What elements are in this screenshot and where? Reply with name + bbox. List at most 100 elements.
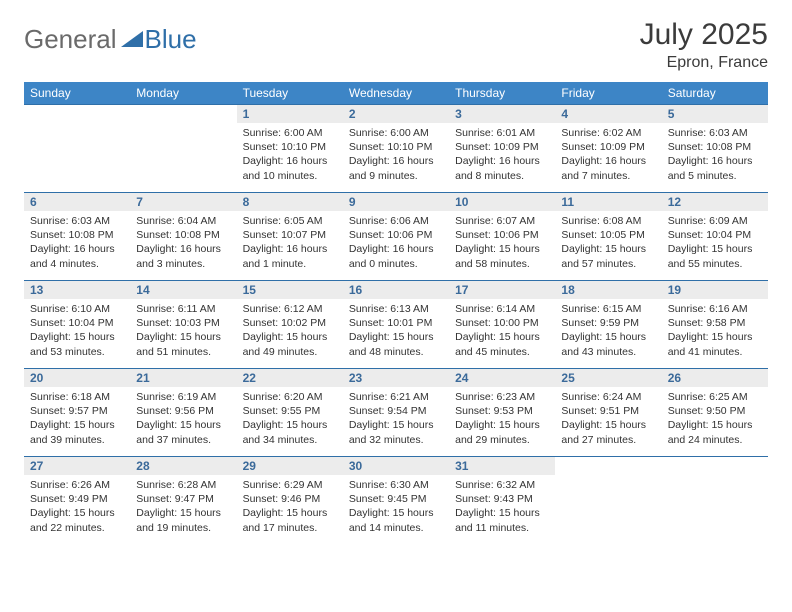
calendar-day-cell: 13Sunrise: 6:10 AMSunset: 10:04 PMDaylig… <box>24 281 130 369</box>
calendar-day-cell: 2Sunrise: 6:00 AMSunset: 10:10 PMDayligh… <box>343 105 449 193</box>
sunset-line: Sunset: 9:54 PM <box>349 404 443 418</box>
day-details: Sunrise: 6:24 AMSunset: 9:51 PMDaylight:… <box>555 387 661 451</box>
sunrise-line: Sunrise: 6:04 AM <box>136 214 230 228</box>
sunrise-line: Sunrise: 6:14 AM <box>455 302 549 316</box>
daylight-line: Daylight: 16 hours and 5 minutes. <box>668 154 762 182</box>
sunset-line: Sunset: 10:06 PM <box>455 228 549 242</box>
calendar-day-cell: 3Sunrise: 6:01 AMSunset: 10:09 PMDayligh… <box>449 105 555 193</box>
calendar-table: Sunday Monday Tuesday Wednesday Thursday… <box>24 82 768 545</box>
sunrise-line: Sunrise: 6:25 AM <box>668 390 762 404</box>
sunrise-line: Sunrise: 6:28 AM <box>136 478 230 492</box>
day-number: 17 <box>449 281 555 299</box>
weekday-header: Thursday <box>449 82 555 105</box>
calendar-day-cell: 10Sunrise: 6:07 AMSunset: 10:06 PMDaylig… <box>449 193 555 281</box>
day-details: Sunrise: 6:02 AMSunset: 10:09 PMDaylight… <box>555 123 661 187</box>
daylight-line: Daylight: 15 hours and 24 minutes. <box>668 418 762 446</box>
sunset-line: Sunset: 9:45 PM <box>349 492 443 506</box>
daylight-line: Daylight: 16 hours and 10 minutes. <box>243 154 337 182</box>
calendar-day-cell: 18Sunrise: 6:15 AMSunset: 9:59 PMDayligh… <box>555 281 661 369</box>
sunrise-line: Sunrise: 6:06 AM <box>349 214 443 228</box>
sunrise-line: Sunrise: 6:24 AM <box>561 390 655 404</box>
calendar-day-cell: 4Sunrise: 6:02 AMSunset: 10:09 PMDayligh… <box>555 105 661 193</box>
day-number: 3 <box>449 105 555 123</box>
weekday-header: Tuesday <box>237 82 343 105</box>
sunset-line: Sunset: 10:08 PM <box>30 228 124 242</box>
calendar-day-cell: 26Sunrise: 6:25 AMSunset: 9:50 PMDayligh… <box>662 369 768 457</box>
day-details: Sunrise: 6:09 AMSunset: 10:04 PMDaylight… <box>662 211 768 275</box>
logo-text-blue: Blue <box>145 24 197 55</box>
sunset-line: Sunset: 9:49 PM <box>30 492 124 506</box>
weekday-header: Monday <box>130 82 236 105</box>
day-number: 5 <box>662 105 768 123</box>
title-block: July 2025 Epron, France <box>640 18 768 72</box>
calendar-day-cell: 6Sunrise: 6:03 AMSunset: 10:08 PMDayligh… <box>24 193 130 281</box>
day-number: 11 <box>555 193 661 211</box>
daylight-line: Daylight: 15 hours and 27 minutes. <box>561 418 655 446</box>
calendar-day-cell: 12Sunrise: 6:09 AMSunset: 10:04 PMDaylig… <box>662 193 768 281</box>
day-details: Sunrise: 6:00 AMSunset: 10:10 PMDaylight… <box>237 123 343 187</box>
day-number: 15 <box>237 281 343 299</box>
sunrise-line: Sunrise: 6:16 AM <box>668 302 762 316</box>
sunset-line: Sunset: 9:46 PM <box>243 492 337 506</box>
daylight-line: Daylight: 15 hours and 48 minutes. <box>349 330 443 358</box>
day-number: 10 <box>449 193 555 211</box>
calendar-day-cell: 16Sunrise: 6:13 AMSunset: 10:01 PMDaylig… <box>343 281 449 369</box>
sunset-line: Sunset: 9:59 PM <box>561 316 655 330</box>
sunrise-line: Sunrise: 6:00 AM <box>243 126 337 140</box>
calendar-day-cell: 14Sunrise: 6:11 AMSunset: 10:03 PMDaylig… <box>130 281 236 369</box>
logo-text-gray: General <box>24 24 117 55</box>
day-details: Sunrise: 6:15 AMSunset: 9:59 PMDaylight:… <box>555 299 661 363</box>
daylight-line: Daylight: 16 hours and 1 minute. <box>243 242 337 270</box>
logo-triangle-icon <box>121 29 143 49</box>
calendar-day-cell: 7Sunrise: 6:04 AMSunset: 10:08 PMDayligh… <box>130 193 236 281</box>
sunset-line: Sunset: 10:06 PM <box>349 228 443 242</box>
page-location: Epron, France <box>640 54 768 72</box>
day-number: 28 <box>130 457 236 475</box>
day-number: 22 <box>237 369 343 387</box>
sunset-line: Sunset: 10:02 PM <box>243 316 337 330</box>
calendar-day-cell <box>662 457 768 545</box>
sunrise-line: Sunrise: 6:01 AM <box>455 126 549 140</box>
sunset-line: Sunset: 9:57 PM <box>30 404 124 418</box>
sunrise-line: Sunrise: 6:30 AM <box>349 478 443 492</box>
day-details: Sunrise: 6:32 AMSunset: 9:43 PMDaylight:… <box>449 475 555 539</box>
sunrise-line: Sunrise: 6:05 AM <box>243 214 337 228</box>
day-number: 21 <box>130 369 236 387</box>
sunrise-line: Sunrise: 6:10 AM <box>30 302 124 316</box>
day-number: 27 <box>24 457 130 475</box>
day-details: Sunrise: 6:06 AMSunset: 10:06 PMDaylight… <box>343 211 449 275</box>
weekday-header: Sunday <box>24 82 130 105</box>
day-number: 19 <box>662 281 768 299</box>
day-details: Sunrise: 6:30 AMSunset: 9:45 PMDaylight:… <box>343 475 449 539</box>
sunset-line: Sunset: 10:01 PM <box>349 316 443 330</box>
sunrise-line: Sunrise: 6:07 AM <box>455 214 549 228</box>
day-details: Sunrise: 6:11 AMSunset: 10:03 PMDaylight… <box>130 299 236 363</box>
calendar-week-row: 1Sunrise: 6:00 AMSunset: 10:10 PMDayligh… <box>24 105 768 193</box>
sunset-line: Sunset: 10:04 PM <box>668 228 762 242</box>
day-number: 18 <box>555 281 661 299</box>
calendar-day-cell <box>555 457 661 545</box>
sunset-line: Sunset: 10:07 PM <box>243 228 337 242</box>
day-details: Sunrise: 6:20 AMSunset: 9:55 PMDaylight:… <box>237 387 343 451</box>
day-details: Sunrise: 6:03 AMSunset: 10:08 PMDaylight… <box>24 211 130 275</box>
calendar-week-row: 20Sunrise: 6:18 AMSunset: 9:57 PMDayligh… <box>24 369 768 457</box>
sunrise-line: Sunrise: 6:26 AM <box>30 478 124 492</box>
daylight-line: Daylight: 15 hours and 49 minutes. <box>243 330 337 358</box>
day-details: Sunrise: 6:29 AMSunset: 9:46 PMDaylight:… <box>237 475 343 539</box>
calendar-day-cell: 24Sunrise: 6:23 AMSunset: 9:53 PMDayligh… <box>449 369 555 457</box>
daylight-line: Daylight: 15 hours and 41 minutes. <box>668 330 762 358</box>
day-number: 16 <box>343 281 449 299</box>
calendar-day-cell: 5Sunrise: 6:03 AMSunset: 10:08 PMDayligh… <box>662 105 768 193</box>
daylight-line: Daylight: 15 hours and 55 minutes. <box>668 242 762 270</box>
day-details: Sunrise: 6:18 AMSunset: 9:57 PMDaylight:… <box>24 387 130 451</box>
daylight-line: Daylight: 15 hours and 32 minutes. <box>349 418 443 446</box>
logo: General Blue <box>24 18 197 55</box>
day-number: 8 <box>237 193 343 211</box>
page-header: General Blue July 2025 Epron, France <box>24 18 768 72</box>
calendar-day-cell: 19Sunrise: 6:16 AMSunset: 9:58 PMDayligh… <box>662 281 768 369</box>
calendar-day-cell: 23Sunrise: 6:21 AMSunset: 9:54 PMDayligh… <box>343 369 449 457</box>
sunset-line: Sunset: 9:51 PM <box>561 404 655 418</box>
day-details: Sunrise: 6:25 AMSunset: 9:50 PMDaylight:… <box>662 387 768 451</box>
calendar-day-cell: 22Sunrise: 6:20 AMSunset: 9:55 PMDayligh… <box>237 369 343 457</box>
calendar-day-cell: 21Sunrise: 6:19 AMSunset: 9:56 PMDayligh… <box>130 369 236 457</box>
